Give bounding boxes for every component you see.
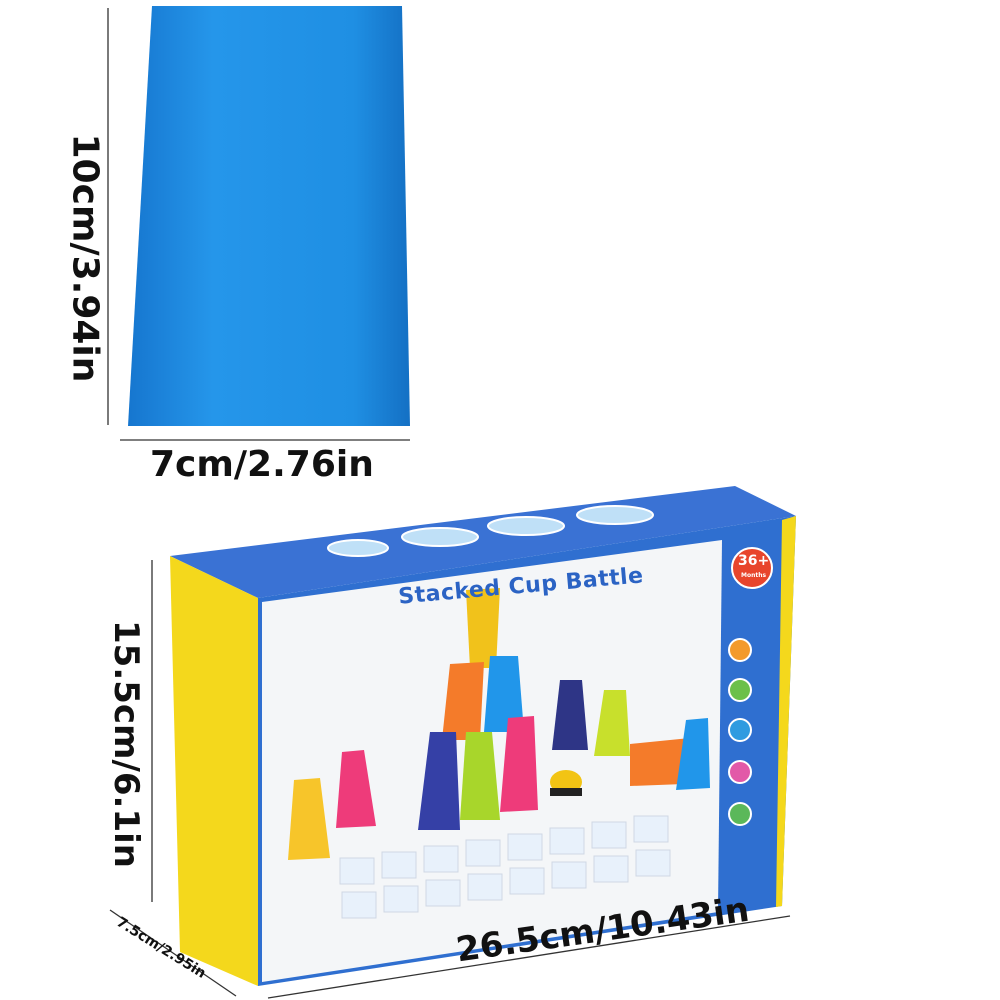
age-badge bbox=[731, 547, 773, 589]
cup-height-label: 10cm/3.94in bbox=[64, 133, 106, 383]
blue-cup bbox=[128, 6, 410, 426]
cup-dimension-lines bbox=[107, 8, 410, 441]
box-left-side bbox=[170, 556, 258, 986]
cup-stack-illustration bbox=[288, 588, 710, 860]
box-dimension-lines bbox=[109, 560, 791, 999]
box-right-strip bbox=[776, 516, 796, 907]
age-badge-unit: Months bbox=[741, 572, 767, 579]
box-height-label: 15.5cm/6.1in bbox=[106, 620, 146, 868]
cup-width-label: 7cm/2.76in bbox=[150, 444, 374, 485]
product-box bbox=[170, 486, 796, 986]
feature-icons bbox=[728, 638, 752, 826]
pattern-cards bbox=[339, 815, 671, 919]
age-badge-number: 36+ bbox=[738, 553, 770, 569]
